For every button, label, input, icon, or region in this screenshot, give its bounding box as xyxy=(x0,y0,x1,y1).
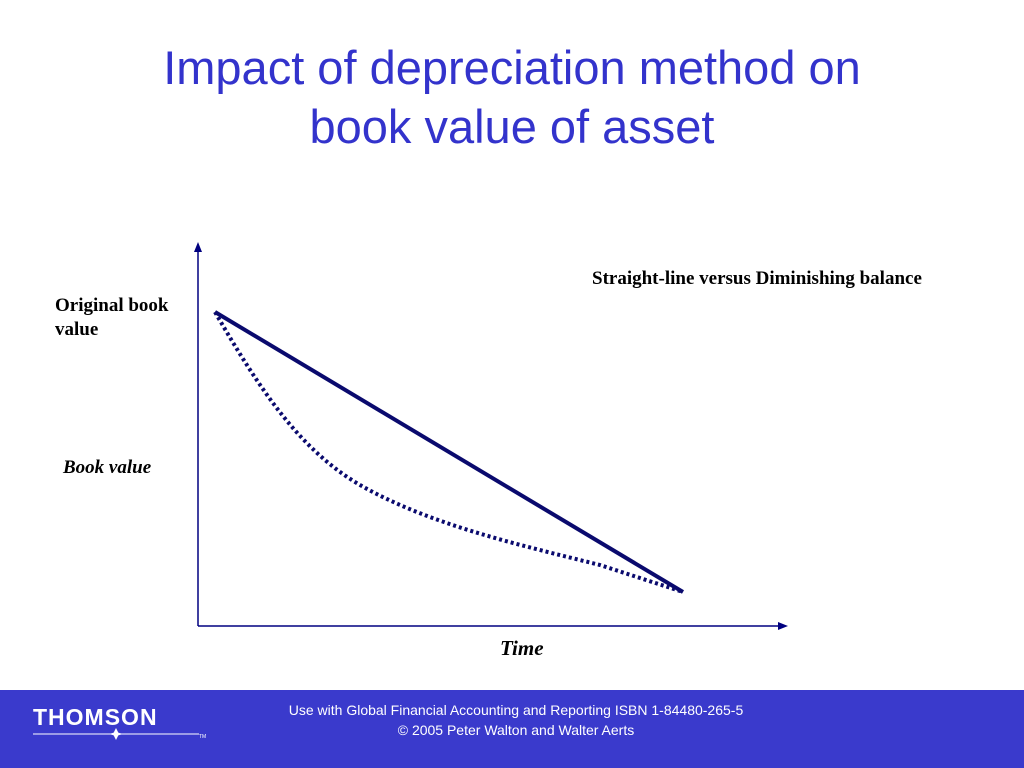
footer-line: © 2005 Peter Walton and Walter Aerts xyxy=(397,722,635,738)
footer-bar: THOMSON TM Use with Global Financial Acc… xyxy=(0,690,1024,768)
slide-title: Impact of depreciation method on book va… xyxy=(163,41,861,153)
footer-text: Use with Global Financial Accounting and… xyxy=(230,700,802,740)
y-label-top: Original book value xyxy=(55,295,169,340)
trademark: TM xyxy=(199,734,207,740)
diminishing-balance-curve xyxy=(213,311,684,594)
y-label: Book value xyxy=(63,457,152,478)
y-axis-arrow xyxy=(194,242,202,252)
logo: THOMSON xyxy=(33,704,158,730)
straight-line xyxy=(213,310,685,594)
chart-subtitle: Straight-line versus Diminishing balance xyxy=(592,268,922,289)
x-axis-arrow xyxy=(778,622,788,630)
diagram xyxy=(194,242,788,630)
x-label: Time xyxy=(500,636,544,660)
footer-line: Use with Global Financial Accounting and… xyxy=(288,702,744,718)
logo-rule xyxy=(33,728,199,740)
